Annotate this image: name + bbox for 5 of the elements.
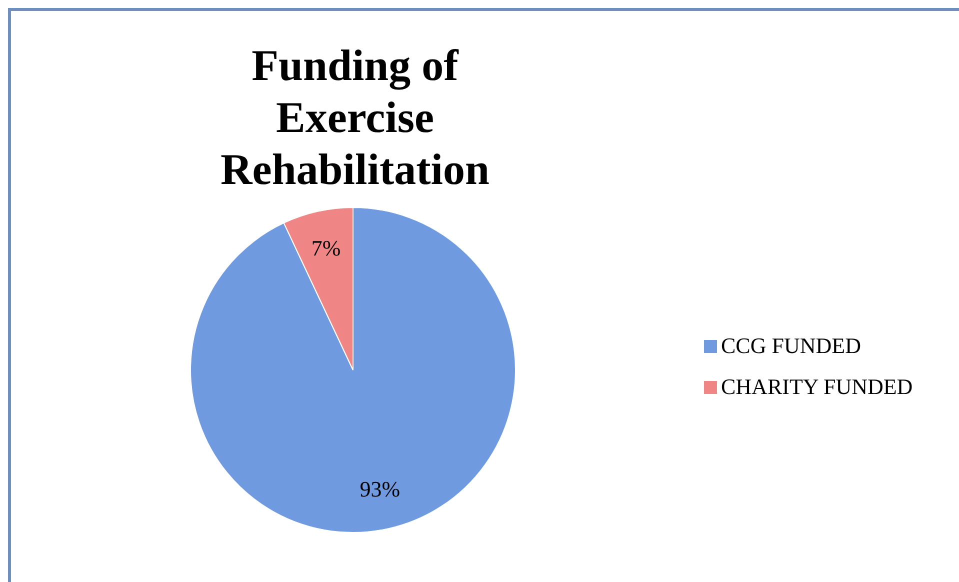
legend-label: CHARITY FUNDED (721, 374, 913, 400)
data-label: 7% (311, 235, 341, 260)
data-label: 93% (360, 476, 400, 502)
legend-label: CCG FUNDED (721, 333, 861, 359)
chart-title: Funding of Exercise Rehabilitation (220, 40, 490, 196)
